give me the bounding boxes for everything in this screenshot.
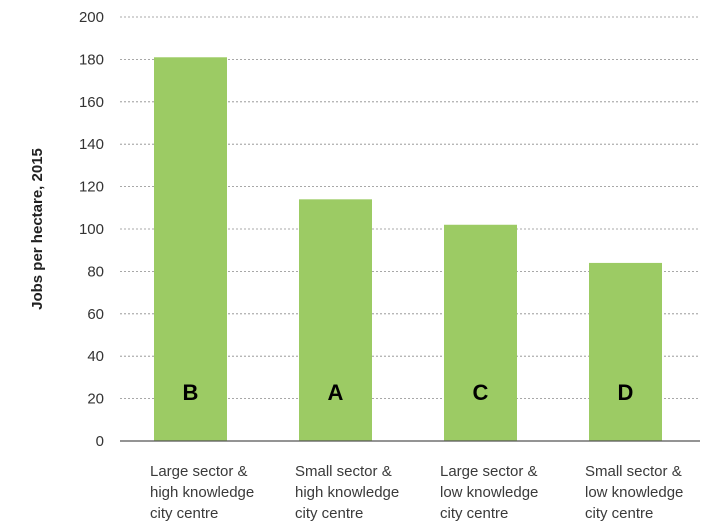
bar	[154, 57, 227, 441]
y-tick-label: 120	[79, 179, 104, 196]
category-label-line: high knowledge	[295, 484, 399, 501]
y-tick-label: 140	[79, 136, 104, 153]
category-label-line: low knowledge	[440, 484, 538, 501]
y-tick-label: 180	[79, 51, 104, 68]
y-tick-label: 60	[87, 306, 104, 323]
category-label-line: city centre	[150, 505, 218, 522]
y-tick-label: 80	[87, 263, 104, 280]
category-label-line: city centre	[440, 505, 508, 522]
y-tick-label: 200	[79, 9, 104, 26]
category-label: Large sector & high knowledge city centre	[150, 463, 254, 522]
y-axis-label: Jobs per hectare, 2015	[29, 148, 46, 310]
y-tick-label: 100	[79, 221, 104, 238]
bar	[444, 224, 517, 441]
category-label: Small sector & high knowledge city centre	[295, 463, 399, 522]
y-tick-label: 0	[96, 433, 104, 450]
bar	[589, 262, 662, 441]
y-tick-label: 160	[79, 94, 104, 111]
category-label-line: Large sector &	[440, 463, 538, 480]
y-tick-labels: 0 20 40 60 80 100 120 140 160 180 200	[79, 9, 104, 450]
category-label-line: high knowledge	[150, 484, 254, 501]
bars	[154, 57, 662, 441]
category-label-line: Large sector &	[150, 463, 248, 480]
category-label: Large sector & low knowledge city centre	[440, 463, 538, 522]
category-labels: Large sector & high knowledge city centreS…	[150, 463, 683, 522]
y-tick-label: 20	[87, 391, 104, 408]
bar-label: A	[328, 380, 344, 405]
category-label-line: city centre	[585, 505, 653, 522]
bar-label: C	[473, 380, 489, 405]
bar-label: B	[183, 380, 199, 405]
category-label-line: city centre	[295, 505, 363, 522]
category-label: Small sector & low knowledge city centre	[585, 463, 683, 522]
bar-label: D	[618, 380, 634, 405]
category-label-line: low knowledge	[585, 484, 683, 501]
category-label-line: Small sector &	[585, 463, 682, 480]
y-tick-label: 40	[87, 348, 104, 365]
bar	[299, 199, 372, 441]
category-label-line: Small sector &	[295, 463, 392, 480]
